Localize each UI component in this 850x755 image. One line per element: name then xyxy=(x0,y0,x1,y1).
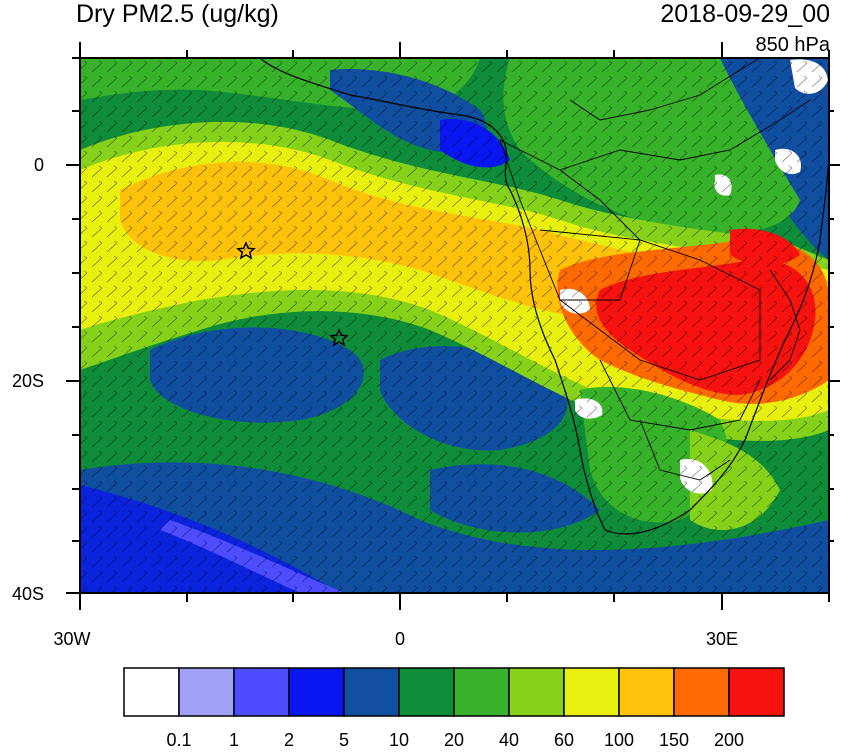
colorbar-swatch xyxy=(673,667,730,717)
colorbar-swatch xyxy=(288,667,345,717)
colorbar-swatch xyxy=(563,667,620,717)
colorbar-label: 2 xyxy=(284,730,294,750)
colorbar-swatch xyxy=(508,667,565,717)
colorbar-swatch xyxy=(453,667,510,717)
pressure-level-label: 850 hPa xyxy=(755,34,830,56)
colorbar-swatch xyxy=(728,667,785,717)
lon-label-30w: 30W xyxy=(53,629,90,649)
colorbar-label: 0.1 xyxy=(166,730,191,750)
colorbar-swatch xyxy=(398,667,455,717)
star-marker-1 xyxy=(236,241,256,260)
colorbar-label: 1 xyxy=(229,730,239,750)
datetime-label: 2018-09-29_00 xyxy=(660,0,830,28)
lat-label-0: 0 xyxy=(34,155,44,175)
markers xyxy=(236,241,349,347)
colorbar-label: 100 xyxy=(604,730,634,750)
colorbar-label: 200 xyxy=(714,730,744,750)
colorbar-swatch xyxy=(233,667,290,717)
lon-label-30e: 30E xyxy=(706,629,738,649)
colorbar-label: 20 xyxy=(444,730,464,750)
lat-label-20s: 20S xyxy=(12,371,44,391)
colorbar-label: 150 xyxy=(659,730,689,750)
colorbar-swatch xyxy=(123,667,180,717)
colorbar-label: 60 xyxy=(554,730,574,750)
star-marker-2 xyxy=(329,328,349,347)
colorbar-swatch xyxy=(618,667,675,717)
axis-ticks xyxy=(66,42,840,610)
pm25-field xyxy=(80,58,829,593)
colorbar-swatch xyxy=(178,667,235,717)
chart-title: Dry PM2.5 (ug/kg) xyxy=(76,0,279,28)
lon-label-0: 0 xyxy=(395,629,405,649)
colorbar-swatch xyxy=(343,667,400,717)
colorbar: 0.1 1 2 5 10 20 40 60 100 150 200 xyxy=(123,667,785,750)
colorbar-label: 10 xyxy=(389,730,409,750)
coastlines xyxy=(259,58,829,535)
map-frame xyxy=(79,57,830,594)
colorbar-label: 5 xyxy=(339,730,349,750)
lat-label-40s: 40S xyxy=(12,584,44,604)
colorbar-label: 40 xyxy=(499,730,519,750)
